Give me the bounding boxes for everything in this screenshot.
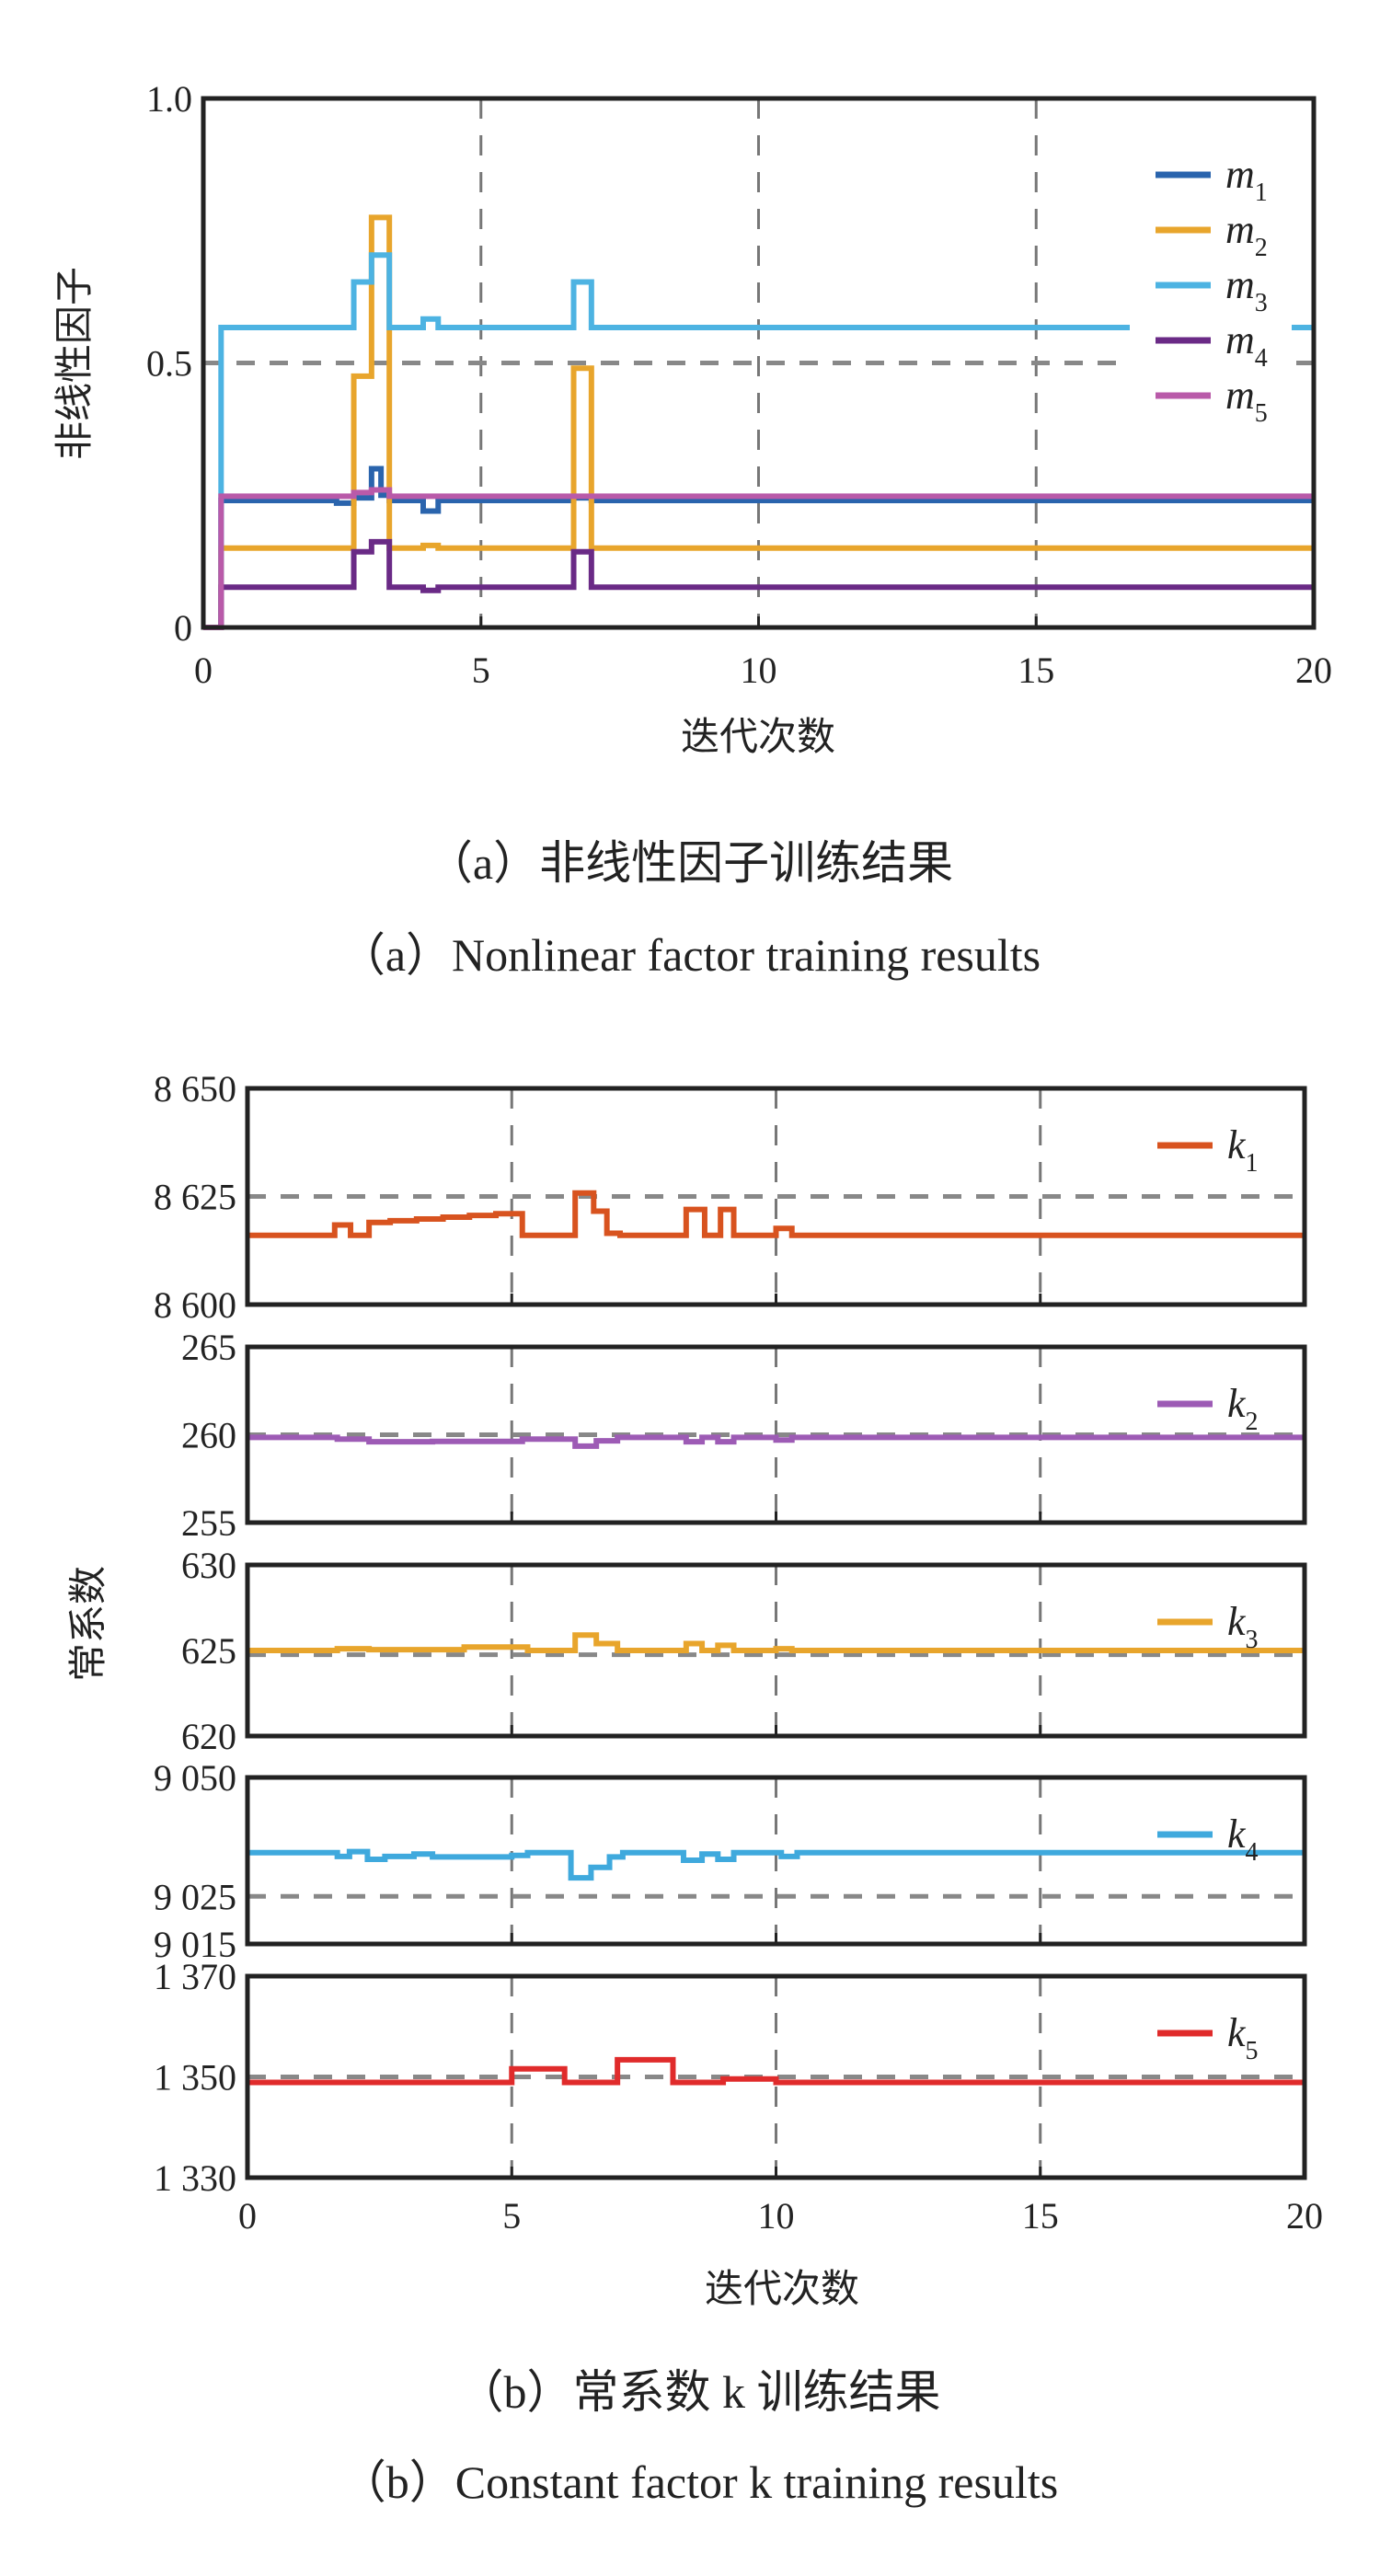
legend-label: k1	[1227, 1122, 1259, 1178]
x-tick-label: 20	[1295, 650, 1332, 691]
k3-y-tick-label: 630	[181, 1545, 236, 1586]
legend-label-name: k	[1227, 1811, 1247, 1857]
x-tick-label: 0	[238, 2195, 257, 2237]
panel-axes-box	[245, 1086, 1307, 1307]
legend-label: m2	[1225, 207, 1268, 262]
series-line-m5	[203, 487, 1314, 630]
series-line-k1	[247, 1190, 1305, 1238]
legend-background	[1130, 152, 1292, 437]
legend-label-name: k	[1227, 1122, 1247, 1167]
legend-label-name: m	[1225, 207, 1255, 252]
a-y-tick-label: 1.0	[146, 78, 192, 120]
x-tick-label: 15	[1018, 650, 1054, 691]
x-tick-label: 10	[758, 2195, 795, 2237]
series-line-k4	[247, 1848, 1305, 1881]
series-line-k3	[247, 1632, 1305, 1653]
panel-axes-box	[245, 1562, 1307, 1739]
x-tick-label: 15	[1022, 2195, 1059, 2237]
chart-a-caption-en: （a）Nonlinear factor training results	[339, 929, 1041, 981]
a-y-tick-label: 0	[174, 607, 192, 649]
k3-y-tick-label: 625	[181, 1630, 236, 1672]
legend-label: k5	[1227, 2010, 1259, 2065]
k1-y-tick-label: 8 625	[154, 1177, 236, 1218]
legend-label-subscript: 4	[1246, 1838, 1259, 1867]
k5-y-tick-label: 1 350	[154, 2057, 236, 2099]
k4-y-tick-label: 9 025	[154, 1876, 236, 1917]
panel-axes-box	[245, 1775, 1307, 1947]
legend-label: m4	[1225, 317, 1268, 373]
x-tick-label: 10	[741, 650, 777, 691]
legend-label: k4	[1227, 1811, 1259, 1867]
k1-y-tick-label: 8 600	[154, 1284, 236, 1326]
legend-label-subscript: 3	[1246, 1626, 1259, 1654]
legend-label: k2	[1227, 1381, 1259, 1436]
legend-label-name: k	[1227, 1599, 1247, 1644]
legend-label: m5	[1225, 373, 1268, 428]
legend-label-name: m	[1225, 317, 1255, 362]
panel-k1: 8 600 8 625 8 650 k1	[154, 1068, 1307, 1326]
k3-y-tick-label: 620	[181, 1716, 236, 1757]
x-tick-label: 5	[472, 650, 490, 691]
legend-label-subscript: 5	[1255, 399, 1268, 428]
legend-label-subscript: 2	[1246, 1408, 1259, 1436]
k2-y-tick-label: 255	[181, 1502, 236, 1544]
chart-b-caption-cn: （b）常系数 k 训练结果	[458, 2366, 941, 2418]
k2-y-tick-label: 265	[181, 1327, 236, 1368]
k4-y-tick-label: 9 050	[154, 1757, 236, 1799]
panel-k4: 9 015 9 025 9 050 k4	[154, 1757, 1307, 1965]
legend-label: k3	[1227, 1599, 1259, 1654]
legend-label-name: m	[1225, 373, 1255, 418]
legend-label-subscript: 2	[1255, 234, 1268, 262]
k2-y-tick-label: 260	[181, 1415, 236, 1456]
x-tick-label: 20	[1286, 2195, 1323, 2237]
a-y-tick-label: 0.5	[146, 343, 192, 385]
k4-y-tick-label: 9 015	[154, 1924, 236, 1965]
k1-y-tick-label: 8 650	[154, 1068, 236, 1110]
legend-label-subscript: 3	[1255, 289, 1268, 317]
k5-y-tick-label: 1 370	[154, 1956, 236, 1997]
chart-a-caption-cn: （a）非线性因子训练结果	[427, 837, 953, 889]
chart-b-caption-en: （b）Constant factor k training results	[340, 2456, 1058, 2508]
series-line-k2	[247, 1434, 1305, 1449]
chart-b-xlabel: 迭代次数	[705, 2269, 859, 2311]
chart-b-ylabel: 常系数	[68, 1566, 110, 1682]
x-tick-label: 0	[194, 650, 213, 691]
k5-y-tick-label: 1 330	[154, 2157, 236, 2199]
series-line-m3	[203, 252, 1314, 630]
panel-k3: 620 625 630 k3	[181, 1545, 1307, 1757]
legend-label-subscript: 5	[1246, 2037, 1259, 2065]
legend-label-name: m	[1225, 262, 1255, 307]
legend-label-subscript: 1	[1255, 178, 1268, 207]
chart-a-ylabel: 非线性因子	[54, 267, 97, 460]
panel-axes-box	[245, 1973, 1307, 2180]
legend-label: m1	[1225, 152, 1268, 207]
legend-label-subscript: 1	[1246, 1149, 1259, 1178]
series-line-m4	[203, 538, 1314, 630]
chart-a-xlabel: 迭代次数	[681, 717, 835, 759]
legend-label: m3	[1225, 262, 1268, 317]
x-tick-label: 5	[502, 2195, 521, 2237]
panel-axes-box	[245, 1344, 1307, 1525]
series-line-m2	[203, 214, 1314, 630]
series-line-k5	[247, 2056, 1305, 2086]
panel-k2: 255 260 265 k2	[181, 1327, 1307, 1544]
legend-label-name: m	[1225, 152, 1255, 197]
legend-label-name: k	[1227, 1381, 1247, 1426]
chart-a-axes-box	[201, 96, 1317, 630]
legend-label-subscript: 4	[1255, 344, 1268, 373]
legend-label-name: k	[1227, 2010, 1247, 2055]
